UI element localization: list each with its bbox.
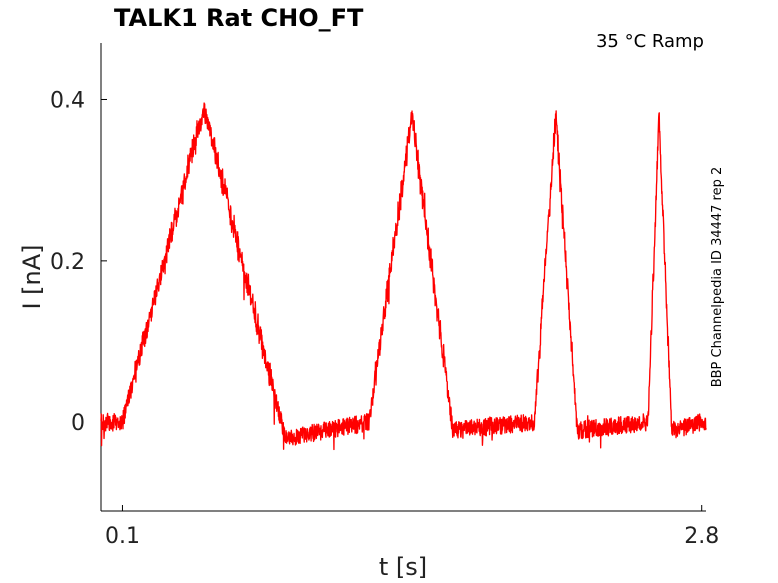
ticks: 0.1 2.8 0 0.2 0.4	[50, 88, 719, 549]
x-tick-label-0: 0.1	[105, 524, 140, 549]
y-tick-label-1: 0.2	[50, 250, 85, 275]
chart-title: TALK1 Rat CHO_FT	[114, 4, 364, 32]
y-tick-label-2: 0.4	[50, 88, 85, 113]
axes	[100, 43, 706, 512]
series-line-0	[100, 102, 707, 451]
x-axis-label: t [s]	[379, 553, 427, 581]
y-axis-label: I [nA]	[18, 244, 46, 309]
side-note: BBP Channelpedia ID 34447 rep 2	[710, 167, 725, 388]
x-tick-label-1: 2.8	[684, 524, 719, 549]
series-layer	[100, 102, 707, 451]
y-tick-label-0: 0	[71, 411, 85, 436]
chart-subtitle: 35 °C Ramp	[596, 31, 704, 52]
